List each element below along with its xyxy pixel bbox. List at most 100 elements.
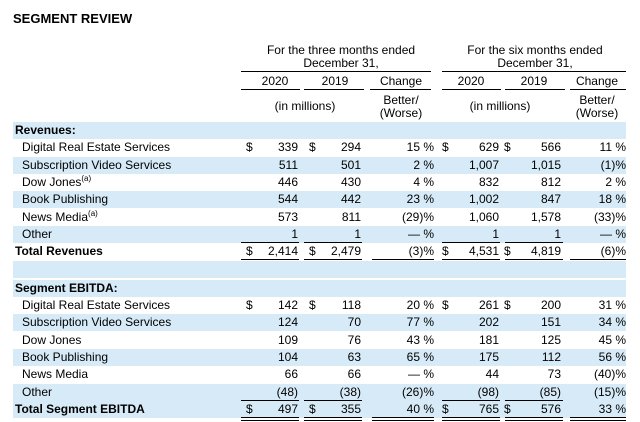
- ebitda-row-qchg: 43 %: [406, 332, 434, 347]
- revenues-row-s19: 1,578: [530, 209, 561, 224]
- ebitda-row-q19: (38): [339, 384, 361, 399]
- revenues-row-schg: — %: [599, 226, 626, 241]
- underline-change-s: [570, 89, 626, 90]
- ebitda-row-qchg: (26)%: [401, 384, 434, 399]
- total-revenues-dollar-3: $: [504, 244, 511, 259]
- revenues-row-s20: 1,007: [468, 157, 499, 172]
- ebitda-row-s20: 44: [485, 367, 499, 382]
- revenues-row-schg: 18 %: [598, 192, 626, 207]
- header-underline-three-months: [241, 71, 431, 72]
- header-2019-q: 2019: [321, 74, 349, 88]
- revenues-row-s19: 847: [540, 192, 561, 207]
- total-double-rule: [372, 416, 434, 421]
- header-better-worse-q: Better/ (Worse): [379, 93, 423, 120]
- total-revenues-q19: 2,479: [330, 244, 361, 259]
- revenues-row-footnote: (a): [81, 173, 92, 183]
- ebitda-row-schg: 34 %: [598, 315, 626, 330]
- ebitda-row-s20: 181: [478, 332, 499, 347]
- revenues-row-schg: (33)%: [593, 209, 626, 224]
- ebitda-row-s19: 151: [540, 315, 561, 330]
- header-six-months: For the six months ended December 31,: [467, 43, 603, 70]
- revenues-row-s20: 832: [478, 174, 499, 189]
- subtotal-rule: [442, 399, 500, 401]
- total-double-rule: [241, 416, 299, 421]
- total-ebitda-s19: 576: [540, 401, 561, 416]
- total-ebitda-dollar-3: $: [504, 401, 511, 416]
- header-2020-q: 2020: [261, 74, 289, 88]
- subtotal-rule: [442, 242, 500, 244]
- underline-2020-q: [241, 89, 300, 90]
- revenues-row-band: [13, 191, 626, 209]
- total-revenues-dollar-2: $: [442, 244, 449, 259]
- revenues-row-qchg: — %: [407, 226, 434, 241]
- header-change-q: Change: [379, 74, 423, 88]
- ebitda-row-s19: (85): [539, 384, 561, 399]
- ebitda-row-qchg: — %: [407, 367, 434, 382]
- ebitda-row-qchg: 65 %: [406, 349, 434, 364]
- ebitda-row-q19: 63: [347, 349, 361, 364]
- ebitda-row-q20: 142: [277, 298, 298, 312]
- ebitda-row-s19: 73: [547, 367, 561, 382]
- total-ebitda-dollar-2: $: [442, 401, 449, 416]
- ebitda-row-dollar-3: $: [504, 298, 511, 312]
- revenues-row-footnote: (a): [88, 208, 98, 218]
- total-ebitda-q20: 497: [277, 401, 298, 416]
- ebitda-row-dollar-2: $: [442, 298, 449, 312]
- ebitda-row-label: Subscription Video Services: [22, 315, 172, 330]
- ebitda-row-schg: 56 %: [598, 349, 626, 364]
- revenues-row-qchg: (29)%: [401, 209, 434, 224]
- ebitda-section-band: [13, 279, 626, 297]
- revenues-row-s20: 1: [492, 226, 499, 241]
- ebitda-row-s20: 175: [478, 349, 499, 364]
- revenues-row-dollar-2: $: [442, 140, 449, 155]
- revenues-row-s20: 629: [478, 140, 499, 155]
- subtotal-rule: [304, 242, 362, 244]
- underline-change-q: [370, 89, 431, 90]
- revenues-row-label: Digital Real Estate Services: [22, 140, 171, 155]
- ebitda-row-q20: 104: [277, 349, 298, 364]
- total-ebitda-dollar-0: $: [246, 401, 253, 416]
- total-ebitda-s20: 765: [478, 401, 499, 416]
- revenues-row-q19: 430: [340, 174, 361, 189]
- subtotal-rule: [304, 399, 362, 401]
- ebitda-row-band: [13, 314, 626, 332]
- ebitda-row-label: Digital Real Estate Services: [22, 298, 171, 312]
- ebitda-row-qchg: 20 %: [406, 298, 434, 312]
- total-revenues-qchg: (3)%: [408, 244, 434, 259]
- ebitda-row-q19: 118: [341, 298, 361, 312]
- revenues-row-schg: 2 %: [605, 174, 626, 189]
- revenues-row-q20: 573: [277, 209, 298, 224]
- ebitda-row-q20: 109: [277, 332, 298, 347]
- revenues-row-q19: 811: [341, 209, 361, 224]
- revenues-row-s20: 1,060: [468, 209, 499, 224]
- ebitda-row-q19: 70: [347, 315, 361, 330]
- revenues-row-schg: (1)%: [600, 157, 626, 172]
- ebitda-row-q19: 66: [347, 367, 361, 382]
- ebitda-row-s20: 202: [478, 315, 499, 330]
- ebitda-row-schg: 31 %: [598, 298, 626, 312]
- total-double-rule: [304, 416, 362, 421]
- total-revenues-q20: 2,414: [267, 244, 298, 259]
- total-revenues-schg: (6)%: [600, 244, 626, 259]
- revenues-row-q19: 501: [340, 157, 361, 172]
- header-in-millions-s: (in millions): [469, 99, 531, 113]
- header-2019-s: 2019: [520, 74, 548, 88]
- ebitda-row-band: [13, 348, 626, 366]
- revenues-row-q20: 1: [291, 226, 298, 241]
- header-2020-s: 2020: [457, 74, 485, 88]
- total-ebitda-label: Total Segment EBITDA: [15, 401, 145, 416]
- header-change-s: Change: [575, 74, 619, 88]
- subtotal-rule: [241, 399, 299, 401]
- revenues-row-s19: 1,015: [530, 157, 561, 172]
- header-underline-six-months: [442, 71, 626, 72]
- revenues-section-label: Revenues:: [15, 123, 76, 137]
- total-ebitda-qchg: 40 %: [406, 401, 434, 416]
- revenues-row-label: Other: [22, 226, 53, 241]
- revenues-row-qchg: 15 %: [406, 140, 434, 155]
- revenues-row-dollar-3: $: [504, 140, 511, 155]
- revenues-row-band: [13, 156, 626, 174]
- header-three-months: For the three months ended December 31,: [266, 43, 416, 70]
- total-double-rule: [442, 416, 500, 421]
- total-ebitda-schg: 33 %: [598, 401, 626, 416]
- underline-2019-q: [304, 89, 364, 90]
